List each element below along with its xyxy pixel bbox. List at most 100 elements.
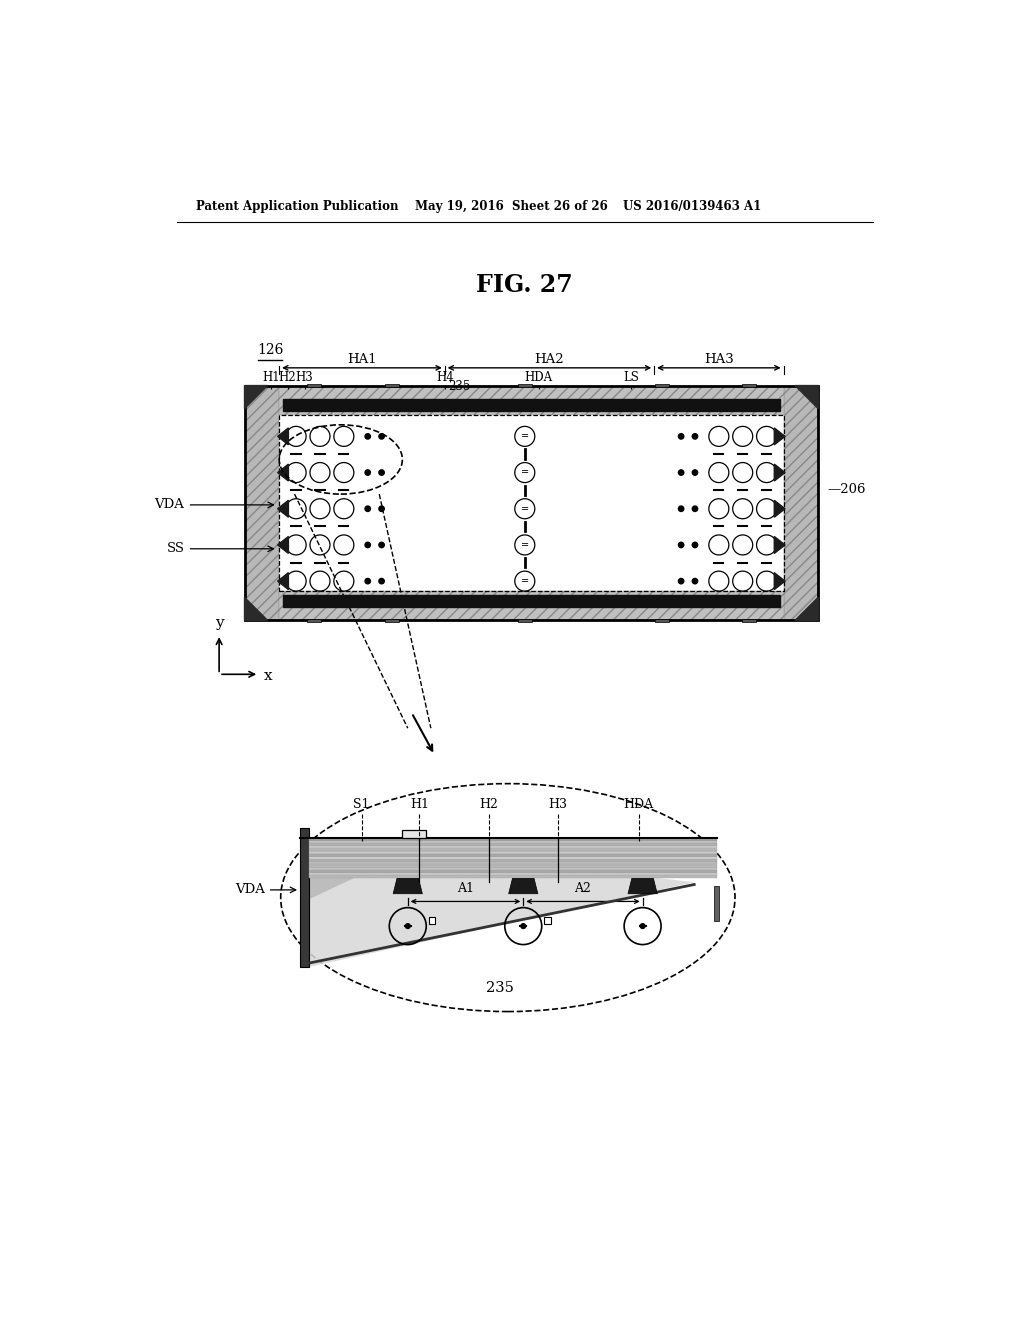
Polygon shape xyxy=(795,598,818,620)
Text: HA3: HA3 xyxy=(703,354,734,367)
Circle shape xyxy=(692,470,697,475)
Circle shape xyxy=(692,543,697,548)
Polygon shape xyxy=(774,573,785,590)
Bar xyxy=(309,870,717,873)
Circle shape xyxy=(379,578,384,583)
Text: A1: A1 xyxy=(457,882,474,895)
Text: S1: S1 xyxy=(353,799,370,812)
Circle shape xyxy=(679,506,684,511)
Text: VDA: VDA xyxy=(155,499,184,511)
Bar xyxy=(783,385,818,620)
Bar xyxy=(309,843,717,846)
Bar xyxy=(309,859,717,862)
Bar xyxy=(309,846,717,849)
Bar xyxy=(280,591,783,620)
Text: May 19, 2016  Sheet 26 of 26: May 19, 2016 Sheet 26 of 26 xyxy=(416,199,608,213)
Bar xyxy=(307,619,321,622)
Circle shape xyxy=(379,543,384,548)
Bar xyxy=(309,841,717,843)
Text: SS: SS xyxy=(167,543,184,556)
Polygon shape xyxy=(795,385,818,409)
Circle shape xyxy=(365,470,371,475)
Circle shape xyxy=(679,543,684,548)
Circle shape xyxy=(404,923,411,929)
Bar xyxy=(283,399,779,411)
Text: 126: 126 xyxy=(258,343,284,358)
Polygon shape xyxy=(774,500,785,517)
Bar xyxy=(280,414,783,591)
Bar xyxy=(300,829,309,966)
Bar xyxy=(309,838,717,841)
Bar xyxy=(309,875,717,878)
Circle shape xyxy=(679,578,684,583)
Circle shape xyxy=(379,506,384,511)
Circle shape xyxy=(692,578,697,583)
Text: H1: H1 xyxy=(262,371,280,384)
Text: 235: 235 xyxy=(486,981,514,995)
Polygon shape xyxy=(774,465,785,480)
Circle shape xyxy=(365,578,371,583)
Circle shape xyxy=(679,434,684,440)
Bar xyxy=(655,619,669,622)
Polygon shape xyxy=(509,878,538,894)
Text: H3: H3 xyxy=(296,371,313,384)
Bar xyxy=(309,849,717,851)
Text: A2: A2 xyxy=(574,882,592,895)
Bar xyxy=(655,384,669,387)
Bar xyxy=(309,854,717,857)
Circle shape xyxy=(379,434,384,440)
Text: =: = xyxy=(521,467,528,478)
Bar xyxy=(280,385,783,414)
Text: H2: H2 xyxy=(479,799,498,812)
Polygon shape xyxy=(774,536,785,553)
Bar xyxy=(742,619,756,622)
Text: =: = xyxy=(521,540,528,550)
Ellipse shape xyxy=(281,784,735,1011)
Bar xyxy=(401,830,426,838)
Text: =: = xyxy=(521,504,528,513)
Polygon shape xyxy=(309,838,408,899)
Bar xyxy=(245,385,818,620)
Bar xyxy=(385,619,399,622)
Polygon shape xyxy=(278,536,289,553)
Polygon shape xyxy=(393,878,422,894)
Bar xyxy=(309,862,717,865)
Polygon shape xyxy=(628,878,657,894)
Polygon shape xyxy=(278,465,289,480)
Circle shape xyxy=(379,470,384,475)
Text: —206: —206 xyxy=(827,483,866,496)
Text: HA1: HA1 xyxy=(347,354,377,367)
Text: =: = xyxy=(521,576,528,586)
Bar xyxy=(518,384,531,387)
Text: VDA: VDA xyxy=(236,883,265,896)
Bar xyxy=(309,851,717,854)
Polygon shape xyxy=(278,500,289,517)
Bar xyxy=(309,873,717,875)
Circle shape xyxy=(365,434,371,440)
Bar xyxy=(742,384,756,387)
Bar xyxy=(309,865,717,867)
Circle shape xyxy=(692,506,697,511)
Circle shape xyxy=(640,923,646,929)
Text: HDA: HDA xyxy=(524,371,553,384)
Polygon shape xyxy=(278,573,289,590)
Text: US 2016/0139463 A1: US 2016/0139463 A1 xyxy=(624,199,762,213)
Polygon shape xyxy=(245,385,267,409)
Polygon shape xyxy=(309,838,694,966)
Text: H3: H3 xyxy=(549,799,567,812)
Circle shape xyxy=(365,543,371,548)
Polygon shape xyxy=(774,428,785,445)
Bar xyxy=(307,384,321,387)
Text: HA2: HA2 xyxy=(535,354,564,367)
Text: 235: 235 xyxy=(449,380,471,393)
Circle shape xyxy=(365,506,371,511)
Text: x: x xyxy=(264,669,272,682)
Bar xyxy=(544,917,551,924)
Text: HDA: HDA xyxy=(624,799,653,812)
Text: =: = xyxy=(521,432,528,441)
Circle shape xyxy=(679,470,684,475)
Bar xyxy=(245,385,280,620)
Text: LS: LS xyxy=(624,371,639,384)
Bar xyxy=(309,857,717,859)
Bar xyxy=(429,917,435,924)
